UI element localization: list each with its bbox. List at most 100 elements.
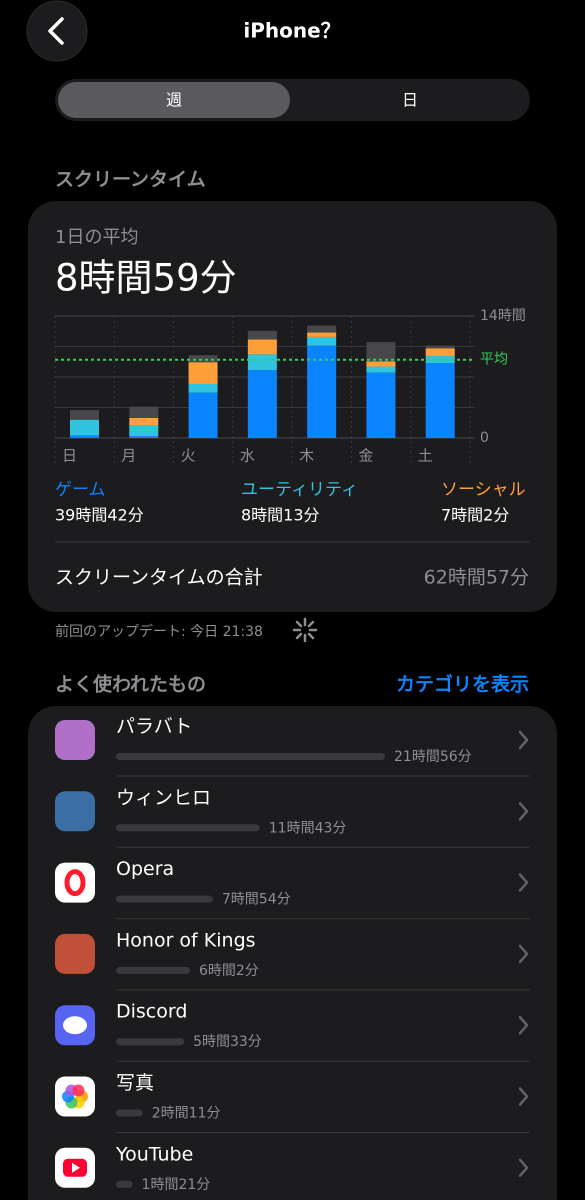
app-icon [55,791,95,832]
bar-segment [366,372,396,438]
bar-segment [247,354,277,371]
bar-segment [188,362,218,384]
average-label: 平均 [480,352,508,368]
legend-entry: ゲーム [55,480,106,500]
usage-time: 1時間21分 [142,1177,211,1193]
app-row[interactable]: Honor of Kings 6時間2分 [55,929,529,979]
bar-segment [129,436,159,438]
app-icon [55,720,95,760]
usage-bar [116,895,213,903]
app-name: Opera [116,858,174,880]
chevron [518,1087,529,1106]
legend-total: 8時間13分 [241,506,320,525]
average-label: 1日の平均 [55,227,138,248]
usage-bar [116,1038,185,1046]
bar-segment [425,363,455,438]
segment[interactable]: 週 [166,91,182,110]
x-tick-label: 火 [181,447,196,465]
app-name: 写真 [116,1072,154,1094]
usage-time: 21時間56分 [394,749,472,765]
segment[interactable]: 日 [402,91,418,110]
icon-glyph [63,1016,87,1035]
bar-segment [247,370,277,438]
bar-segment [188,355,218,363]
app-row[interactable]: 写真 2時間11分 [55,1072,529,1122]
icon-glyph [64,869,86,897]
legend-entry: ユーティリティ [241,480,358,500]
app-name: パラバト [116,716,192,738]
icon-petal [72,1084,85,1097]
bar-segment [70,419,99,436]
bar-segment [129,425,159,437]
usage-time: 2時間11分 [152,1106,221,1122]
spinner [292,617,318,643]
chevron [518,802,529,821]
chevron [518,873,529,892]
bar-segment [307,345,337,438]
app-row[interactable]: ウィンヒロ 11時間43分 [55,787,529,837]
bar-segment [188,392,218,438]
app-row[interactable]: パラバト 21時間56分 [55,716,529,766]
app-name: Honor of Kings [116,929,256,951]
bar-segment [366,366,396,373]
segment-selected[interactable] [58,82,290,118]
icon-glyph [72,1162,80,1173]
bar-segment [247,330,277,340]
usage-time: 11時間43分 [269,820,347,836]
usage-bar [116,1109,143,1117]
section-title: スクリーンタイム [55,169,206,191]
y-tick-label: 0 [480,430,489,446]
chevron [518,730,529,750]
back-chevron [48,17,64,45]
total-label: スクリーンタイムの合計 [55,567,263,589]
chevron [518,1015,529,1035]
app-row[interactable]: Opera 7時間54分 [55,858,529,908]
chevron [518,1158,529,1178]
last-update: 前回のアップデート: 今日 21:38 [55,623,263,640]
x-tick-label: 木 [299,447,314,465]
bar-segment [307,336,337,346]
total-value: 62時間57分 [424,567,529,589]
bar-segment [70,435,99,438]
bar-segment [129,417,159,426]
x-tick-label: 土 [418,447,433,465]
bar-segment [366,361,396,367]
bar-segment [70,410,99,420]
bar-segment [307,325,337,333]
y-tick-label: 14時間 [480,308,526,324]
usage-time: 5時間33分 [193,1034,262,1050]
bar-segment [307,332,337,337]
usage-time: 7時間54分 [222,892,291,908]
bar-segment [425,348,455,357]
x-tick-label: 水 [240,447,255,465]
back-circle [26,0,88,62]
most-used-title: よく使われたもの [55,674,206,696]
app-name: Discord [116,1001,187,1023]
x-tick-label: 月 [121,447,136,465]
bar-segment [129,406,159,418]
usage-bar [116,1180,133,1188]
legend-total: 7時間2分 [441,506,509,525]
bar-segment [425,345,455,349]
bar-segment [247,339,277,355]
bar-segment [188,383,218,393]
back-button[interactable] [26,0,88,62]
legend-total: 39時間42分 [55,506,144,525]
x-tick-label: 金 [358,447,373,465]
app-name: YouTube [115,1143,193,1165]
app-icon [55,862,95,903]
usage-bar [116,966,190,974]
app-icon [55,933,95,974]
bar-segment [366,342,396,362]
category-link[interactable]: カテゴリを表示 [396,673,529,696]
average-value: 8時間59分 [55,257,237,300]
legend-entry: ソーシャル [441,480,526,500]
app-name: ウィンヒロ [116,787,211,809]
page-title: iPhone？ [243,19,340,43]
app-row[interactable]: Discord 5時間33分 [55,1001,529,1050]
app-row[interactable]: YouTube 1時間21分 [55,1143,529,1193]
app-icon [55,1076,95,1117]
